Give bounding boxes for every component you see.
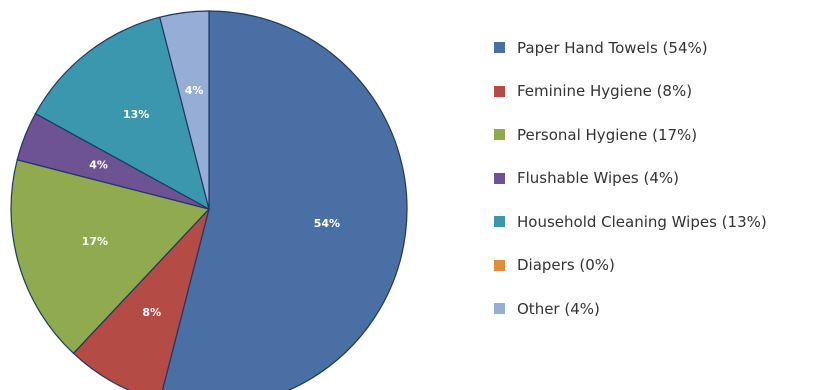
legend-swatch-paper-hand-towels <box>494 42 505 53</box>
data-label-paper-hand-towels: 54% <box>314 217 340 230</box>
pie-slices <box>10 10 408 390</box>
legend-swatch-diapers <box>494 259 505 271</box>
data-label-personal-hygiene: 17% <box>82 235 108 248</box>
legend-swatch-household-cleaning-wipes <box>494 216 505 227</box>
data-label-flushable-wipes: 4% <box>89 158 108 171</box>
legend-item-feminine-hygiene: Feminine Hygiene (8%) <box>494 77 767 106</box>
legend-label-diapers: Diapers (0%) <box>517 256 615 274</box>
legend-item-personal-hygiene: Personal Hygiene (17%) <box>494 120 767 149</box>
pie-slice-personal-hygiene <box>10 159 211 355</box>
legend-label-other: Other (4%) <box>517 299 600 318</box>
data-label-household-cleaning-wipes: 13% <box>123 108 149 121</box>
pie-slice-feminine-hygiene <box>72 208 210 390</box>
legend-label-flushable-wipes: Flushable Wipes (4%) <box>517 169 680 187</box>
legend-label-personal-hygiene: Personal Hygiene (17%) <box>517 125 698 144</box>
legend-label-paper-hand-towels: Paper Hand Towels (54%) <box>517 38 708 57</box>
legend-item-household-cleaning-wipes: Household Cleaning Wipes (13%) <box>494 207 767 236</box>
legend-item-flushable-wipes: Flushable Wipes (4%) <box>494 164 767 193</box>
legend-swatch-feminine-hygiene <box>494 85 505 97</box>
pie-data-labels: 54% 8% 17% 4% 13% 4% <box>82 84 340 319</box>
data-label-feminine-hygiene: 8% <box>142 306 161 319</box>
pie-slice-paper-hand-towels <box>161 10 408 390</box>
legend-item-diapers: Diapers (0%) <box>494 251 767 280</box>
legend-swatch-flushable-wipes <box>494 172 505 184</box>
legend-label-feminine-hygiene: Feminine Hygiene (8%) <box>517 82 693 100</box>
legend-item-paper-hand-towels: Paper Hand Towels (54%) <box>494 33 767 62</box>
chart-legend: Paper Hand Towels (54%) Feminine Hygiene … <box>494 33 767 338</box>
legend-label-household-cleaning-wipes: Household Cleaning Wipes (13%) <box>517 212 767 231</box>
legend-item-other: Other (4%) <box>494 294 767 323</box>
data-label-other: 4% <box>185 84 204 97</box>
legend-swatch-other <box>494 303 505 314</box>
pie-slice-other <box>159 10 210 210</box>
pie-slice-household-cleaning-wipes <box>34 16 210 211</box>
legend-swatch-personal-hygiene <box>494 129 505 140</box>
